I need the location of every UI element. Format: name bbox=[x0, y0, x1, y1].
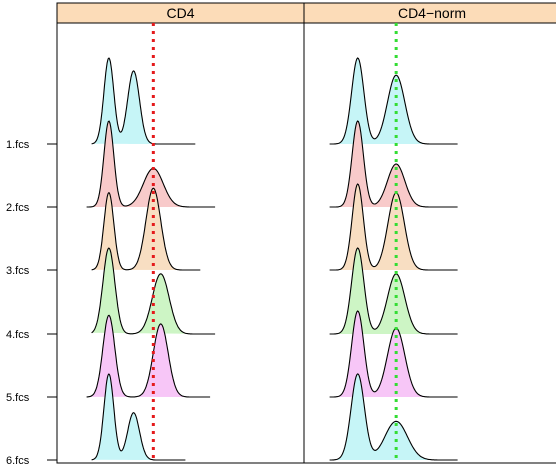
density-fill-4-fcs-panel-1 bbox=[329, 248, 458, 334]
density-curve-2-fcs-panel-1 bbox=[329, 120, 458, 208]
density-curve-3-fcs-panel-0 bbox=[91, 187, 201, 271]
y-tick-label: 4.fcs bbox=[6, 329, 30, 341]
y-tick-label: 3.fcs bbox=[6, 265, 30, 277]
density-curve-1-fcs-panel-1 bbox=[329, 57, 458, 145]
density-curve-2-fcs-panel-0 bbox=[86, 120, 216, 208]
y-tick-label: 2.fcs bbox=[6, 202, 30, 214]
density-fill-2-fcs-panel-0 bbox=[86, 121, 216, 207]
density-curve-3-fcs-panel-1 bbox=[329, 183, 458, 271]
density-fill-6-fcs-panel-1 bbox=[329, 373, 458, 460]
density-fill-1-fcs-panel-1 bbox=[329, 58, 458, 144]
density-fill-5-fcs-panel-1 bbox=[329, 311, 458, 397]
density-fill-6-fcs-panel-0 bbox=[91, 374, 186, 460]
y-tick-label: 5.fcs bbox=[6, 392, 30, 404]
y-tick-label: 1.fcs bbox=[6, 139, 30, 151]
density-fill-4-fcs-panel-0 bbox=[91, 248, 216, 334]
y-tick-label: 6.fcs bbox=[6, 455, 30, 466]
density-fill-5-fcs-panel-0 bbox=[86, 315, 211, 397]
density-curve-4-fcs-panel-0 bbox=[91, 247, 216, 335]
density-curve-6-fcs-panel-1 bbox=[329, 373, 458, 461]
panel-cd4 bbox=[56, 22, 305, 464]
density-curve-1-fcs-panel-0 bbox=[91, 57, 196, 145]
density-curve-4-fcs-panel-1 bbox=[329, 247, 458, 335]
density-curve-6-fcs-panel-0 bbox=[91, 373, 186, 461]
strip-title-cd4-norm: CD4−norm bbox=[398, 5, 466, 21]
density-curve-5-fcs-panel-1 bbox=[329, 310, 458, 398]
strip-title-cd4: CD4 bbox=[166, 5, 194, 21]
density-fill-3-fcs-panel-0 bbox=[91, 188, 201, 270]
density-curve-5-fcs-panel-0 bbox=[86, 314, 211, 398]
